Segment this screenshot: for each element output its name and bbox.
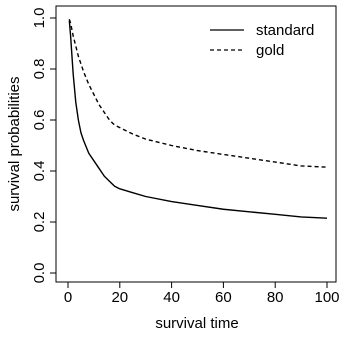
legend: standard gold (210, 22, 314, 59)
x-axis: 0 20 40 60 80 100 (64, 282, 340, 306)
series-line-gold (68, 19, 328, 168)
plot-frame (55, 5, 337, 283)
y-tick-label: 1.0 (31, 8, 48, 29)
y-tick-label: 0.4 (31, 161, 48, 182)
x-tick-label: 60 (215, 289, 232, 306)
y-tick-label: 0.0 (31, 263, 48, 284)
x-axis-label: survival time (155, 315, 238, 332)
x-tick-label: 0 (64, 289, 72, 306)
y-axis-label: survival probabilities (6, 76, 23, 211)
y-tick-label: 0.2 (31, 212, 48, 233)
legend-label-standard: standard (256, 22, 314, 39)
x-tick-label: 20 (111, 289, 128, 306)
x-tick-label: 100 (314, 289, 339, 306)
x-tick-label: 40 (163, 289, 180, 306)
y-axis: 0.0 0.2 0.4 0.6 0.8 1.0 (31, 8, 56, 284)
y-tick-label: 0.8 (31, 59, 48, 80)
y-tick-label: 0.6 (31, 110, 48, 131)
legend-label-gold: gold (256, 42, 284, 59)
x-tick-label: 80 (267, 289, 284, 306)
series-lines (68, 19, 328, 219)
series-line-standard (68, 20, 328, 219)
